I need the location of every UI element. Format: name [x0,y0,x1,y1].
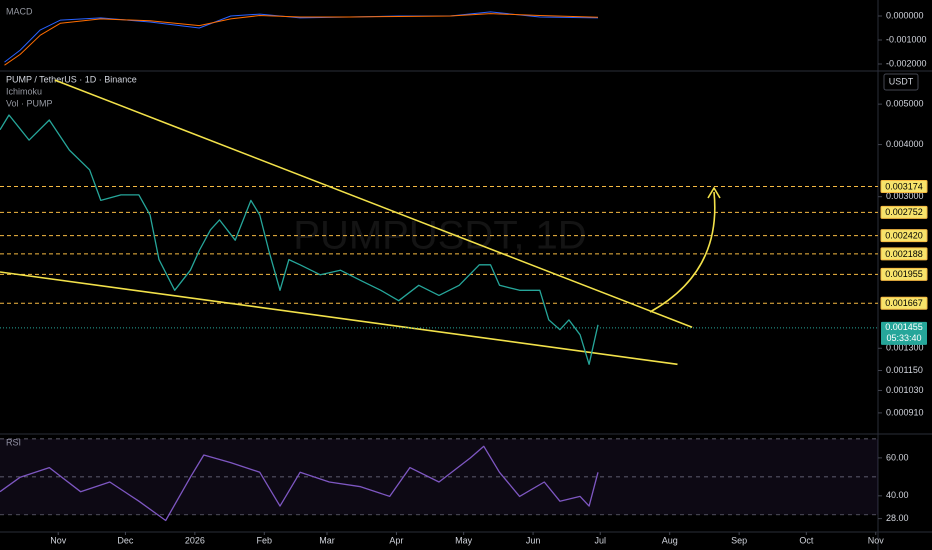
countdown-label: 05:33:40 [886,333,921,343]
y-tick-label: 60.00 [886,452,909,462]
x-tick-label: 2026 [185,535,205,545]
level-label-box [880,179,928,193]
indicator-label: Vol · PUMP [6,98,53,108]
watermark: PUMPUSDT, 1D [293,214,586,258]
indicator-label: Ichimoku [6,86,42,96]
y-tick-label: 0.005000 [886,99,924,109]
x-tick-label: Jul [595,535,607,545]
level-label-box [880,229,928,243]
level-label-box [880,247,928,261]
x-tick-label: Jun [526,535,541,545]
x-tick-label: Aug [662,535,678,545]
level-label: 0.002188 [885,249,923,259]
series-line [4,11,599,63]
y-tick-label: 0.003000 [886,191,924,201]
price-line [0,114,599,365]
level-label: 0.001955 [885,269,923,279]
price-line [0,445,599,522]
arrow-head [707,186,721,199]
x-tick-label: Mar [319,535,335,545]
x-tick-label: Feb [257,535,273,545]
trendline [0,271,678,366]
level-label-box [880,296,928,310]
last-price-box [881,321,927,345]
y-tick-label: 0.004000 [886,139,924,149]
y-tick-label: -0.001000 [886,34,927,44]
x-tick-label: Nov [868,535,885,545]
unit-button-label[interactable]: USDT [889,76,914,86]
projection-arrow [649,191,716,313]
pane-title: MACD [6,6,33,16]
unit-button[interactable]: USDT [883,73,919,91]
band-fill [0,438,878,515]
level-label: 0.001667 [885,298,923,308]
pane-title: PUMP / TetherUS · 1D · Binance [6,74,137,84]
x-tick-label: Sep [731,535,747,545]
x-tick-label: Nov [50,535,67,545]
unit-button-frame[interactable] [883,73,919,91]
y-tick-label: 0.000910 [886,407,924,417]
x-tick-label: Oct [799,535,814,545]
trendline [54,79,693,328]
y-tick-label: 0.001150 [886,365,923,375]
y-tick-label: 0.000000 [886,10,924,20]
y-tick-label: -0.002000 [886,58,927,68]
y-tick-label: 0.001030 [886,385,924,395]
last-price-label: 0.001455 [885,322,923,332]
x-tick-label: Apr [389,535,403,545]
y-tick-label: 0.001300 [886,343,924,353]
x-tick-label: Dec [117,535,134,545]
level-label-box [880,267,928,281]
level-label: 0.003174 [885,181,923,191]
level-label: 0.002752 [885,207,923,217]
x-tick-label: May [455,535,473,545]
y-tick-label: 28.00 [886,513,909,523]
pane-title: RSI [6,437,21,447]
level-label-box [880,205,928,219]
series-line [4,13,599,66]
y-tick-label: 40.00 [886,490,909,500]
level-label: 0.002420 [885,231,923,241]
